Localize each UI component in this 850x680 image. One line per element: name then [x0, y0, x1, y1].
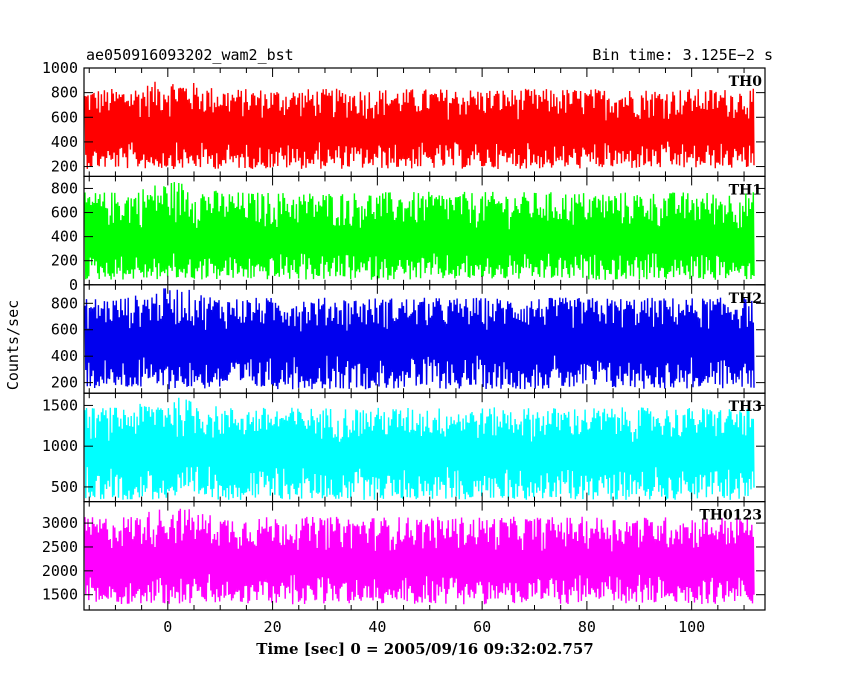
series-line-th1 — [84, 182, 755, 280]
y-tick-label: 500 — [51, 478, 78, 496]
series-line-th2 — [84, 288, 755, 390]
x-tick-label: 100 — [678, 618, 705, 636]
y-tick-label: 200 — [51, 158, 78, 176]
x-tick-label: 80 — [578, 618, 596, 636]
y-tick-label: 600 — [51, 321, 78, 339]
y-tick-label: 2500 — [42, 538, 78, 556]
y-tick-label: 1000 — [42, 59, 78, 77]
y-tick-label: 1000 — [42, 437, 78, 455]
x-tick-label: 0 — [163, 618, 172, 636]
x-tick-label: 20 — [264, 618, 282, 636]
panel-th0123: 1500 2000 2500 3000 TH0123 — [42, 501, 766, 611]
series-line-th0123 — [84, 508, 755, 605]
y-tick-label: 200 — [51, 252, 78, 270]
y-tick-label: 1500 — [42, 396, 78, 414]
y-tick-label: 400 — [51, 228, 78, 246]
y-tick-label: 3000 — [42, 514, 78, 532]
y-tick-label: 2000 — [42, 562, 78, 580]
panel-th0: 200 400 600 800 1000 TH0 — [42, 59, 766, 178]
x-tick-label: 60 — [473, 618, 491, 636]
series-line-th0 — [84, 81, 755, 170]
y-tick-label: 800 — [51, 294, 78, 312]
y-tick-label: 400 — [51, 133, 78, 151]
chart-title-right: Bin time: 3.125E−2 s — [592, 46, 773, 64]
y-tick-label: 1500 — [42, 586, 78, 604]
panel-label-th3: TH3 — [729, 399, 762, 415]
series-line-th3 — [84, 397, 755, 500]
y-tick-label: 200 — [51, 374, 78, 392]
y-tick-label: 400 — [51, 347, 78, 365]
panel-label-th0123: TH0123 — [699, 508, 762, 524]
panel-label-th0: TH0 — [729, 74, 763, 90]
y-tick-label: 600 — [51, 108, 78, 126]
y-tick-label: 0 — [69, 276, 78, 294]
panel-frame — [83, 501, 766, 611]
panel-th1: 0 200 400 600 800 TH1 — [51, 175, 766, 294]
panel-th3: 500 1000 1500 TH3 — [42, 392, 766, 503]
chart-title-left: ae050916093202_wam2_bst — [86, 46, 294, 64]
y-tick-label: 600 — [51, 204, 78, 222]
panels-group: 200 400 600 800 1000 TH0 0 200 400 600 800 TH1 200 40… — [42, 59, 766, 611]
panel-th2: 200 400 600 800 TH2 — [51, 284, 766, 394]
y-axis-label: Counts/sec — [4, 300, 22, 390]
panel-label-th2: TH2 — [729, 291, 762, 307]
x-axis-label: Time [sec] 0 = 2005/09/16 09:32:02.757 — [256, 640, 593, 658]
y-tick-label: 800 — [51, 84, 78, 102]
x-axis-ticks: 0 20 40 60 80 100 — [163, 618, 705, 636]
panel-label-th1: TH1 — [729, 182, 762, 198]
y-tick-label: 800 — [51, 179, 78, 197]
x-tick-label: 40 — [368, 618, 386, 636]
